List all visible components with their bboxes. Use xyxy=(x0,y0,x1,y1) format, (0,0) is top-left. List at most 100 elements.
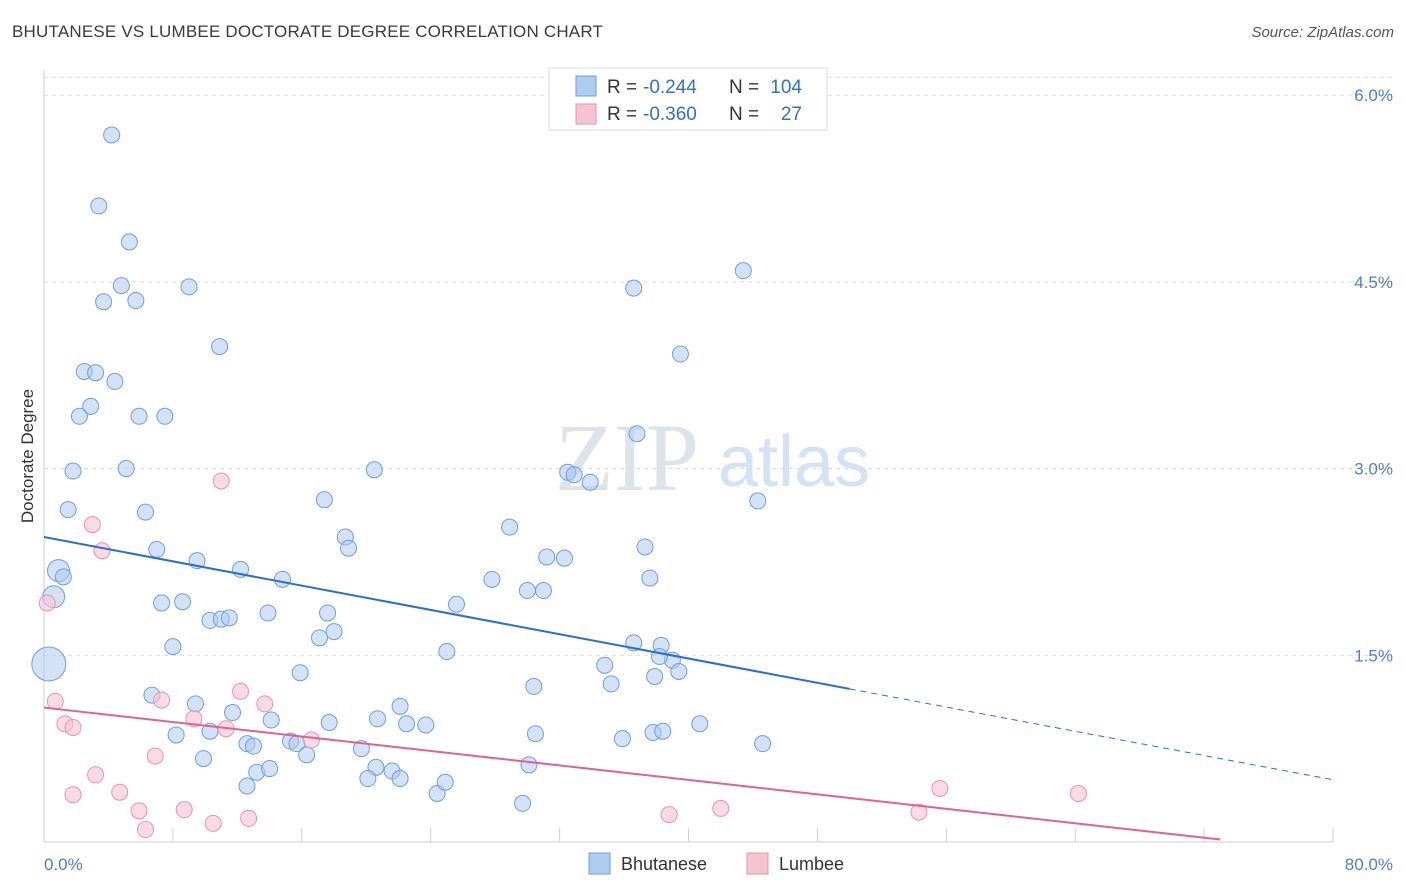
bhutanese-point xyxy=(526,725,544,743)
bhutanese-point xyxy=(636,538,654,556)
x-tick-label-max: 80.0% xyxy=(1345,855,1393,874)
bhutanese-point xyxy=(565,466,583,484)
bottom-legend-swatch-bhutanese xyxy=(588,852,611,875)
bhutanese-point xyxy=(220,609,238,627)
source-label: Source: ZipAtlas.com xyxy=(1251,24,1394,41)
lumbee-point xyxy=(931,779,949,797)
bhutanese-point xyxy=(483,570,501,588)
bhutanese-point xyxy=(369,710,387,728)
bottom-legend: Bhutanese Lumbee xyxy=(588,852,844,875)
bhutanese-point xyxy=(127,292,145,310)
bhutanese-point xyxy=(391,770,409,788)
bhutanese-point xyxy=(261,760,279,778)
bhutanese-point xyxy=(670,662,688,680)
bhutanese-point xyxy=(311,629,329,647)
bhutanese-point xyxy=(518,582,536,600)
bhutanese-point xyxy=(54,568,72,586)
bhutanese-point xyxy=(417,716,435,734)
lumbee-point xyxy=(137,821,155,839)
legend-n-label-1: N = xyxy=(729,77,759,98)
bhutanese-point xyxy=(319,604,337,622)
lumbee-point xyxy=(38,594,56,612)
bhutanese-point xyxy=(596,656,614,674)
bhutanese-point xyxy=(262,711,280,729)
bhutanese-point xyxy=(340,539,358,557)
bhutanese-point xyxy=(90,197,108,215)
bhutanese-point xyxy=(59,501,77,519)
bottom-legend-swatch-lumbee xyxy=(746,852,769,875)
lumbee-point xyxy=(185,710,203,728)
bhutanese-point xyxy=(613,730,631,748)
bhutanese-point xyxy=(148,540,166,558)
legend-n-value-2: 27 xyxy=(781,104,802,125)
bhutanese-point xyxy=(520,756,538,774)
bhutanese-point xyxy=(273,570,291,588)
watermark-atlas: atlas xyxy=(718,422,870,502)
y-axis-label: Doctorate Degree xyxy=(18,389,37,523)
y-tick-label: 3.0% xyxy=(1354,460,1393,479)
bhutanese-point xyxy=(82,397,100,415)
bhutanese-point xyxy=(398,715,416,733)
y-tick-label: 1.5% xyxy=(1354,646,1393,665)
bhutanese-point xyxy=(525,677,543,695)
bhutanese-point xyxy=(438,643,456,661)
legend-r-label-1: R = xyxy=(607,77,637,98)
trend-line-bhutanese-extension xyxy=(849,688,1334,781)
x-tick-label-min: 0.0% xyxy=(44,855,83,874)
bottom-legend-label-lumbee: Lumbee xyxy=(779,854,844,874)
lumbee-point xyxy=(175,801,193,819)
bottom-legend-label-bhutanese: Bhutanese xyxy=(621,854,707,874)
bhutanese-point xyxy=(64,462,82,480)
bhutanese-point xyxy=(31,646,67,682)
bhutanese-point xyxy=(691,715,709,733)
bhutanese-point xyxy=(555,549,573,567)
lumbee-point xyxy=(1069,784,1087,802)
series-bhutanese xyxy=(31,126,772,812)
bhutanese-point xyxy=(538,548,556,566)
bhutanese-point xyxy=(436,773,454,791)
bhutanese-point xyxy=(180,278,198,296)
watermark-zip: ZIP xyxy=(555,404,699,511)
legend-r-label-2: R = xyxy=(607,104,637,125)
lumbee-point xyxy=(46,692,64,710)
bhutanese-point xyxy=(734,262,752,280)
bhutanese-point xyxy=(120,233,138,251)
bhutanese-point xyxy=(581,473,599,491)
legend-r-value-1: -0.244 xyxy=(643,77,697,98)
bhutanese-point xyxy=(186,695,204,713)
bhutanese-point xyxy=(671,345,689,363)
lumbee-point xyxy=(240,809,258,827)
lumbee-point xyxy=(64,718,82,736)
bhutanese-point xyxy=(650,648,668,666)
bhutanese-point xyxy=(625,279,643,297)
bhutanese-point xyxy=(352,740,370,758)
lumbee-point xyxy=(256,695,274,713)
lumbee-point xyxy=(153,691,171,709)
bhutanese-point xyxy=(291,664,309,682)
bhutanese-point xyxy=(534,582,552,600)
bhutanese-point xyxy=(325,623,343,641)
y-tick-labels: 1.5% 3.0% 4.5% 6.0% xyxy=(1354,86,1393,665)
bhutanese-point xyxy=(156,407,174,425)
legend-n-value-1: 104 xyxy=(770,77,802,98)
bhutanese-point xyxy=(315,491,333,509)
legend-swatch-bhutanese xyxy=(575,75,597,97)
trend-lines xyxy=(43,536,1334,841)
bhutanese-point xyxy=(95,293,113,311)
bhutanese-point xyxy=(749,492,767,510)
bhutanese-point xyxy=(130,407,148,425)
lumbee-point xyxy=(660,806,678,824)
bhutanese-point xyxy=(106,372,124,390)
legend: R = -0.244 N = 104 R = -0.360 N = 27 xyxy=(548,67,828,131)
bhutanese-point xyxy=(447,595,465,613)
bhutanese-point xyxy=(70,407,88,425)
x-ticks xyxy=(172,828,1334,842)
bhutanese-point xyxy=(153,594,171,612)
bhutanese-point xyxy=(211,338,229,356)
bhutanese-point xyxy=(320,713,338,731)
bhutanese-point xyxy=(754,735,772,753)
trend-line-lumbee xyxy=(43,706,1221,841)
bhutanese-point xyxy=(238,777,256,795)
bhutanese-point xyxy=(365,461,383,479)
legend-swatch-lumbee xyxy=(575,103,597,125)
